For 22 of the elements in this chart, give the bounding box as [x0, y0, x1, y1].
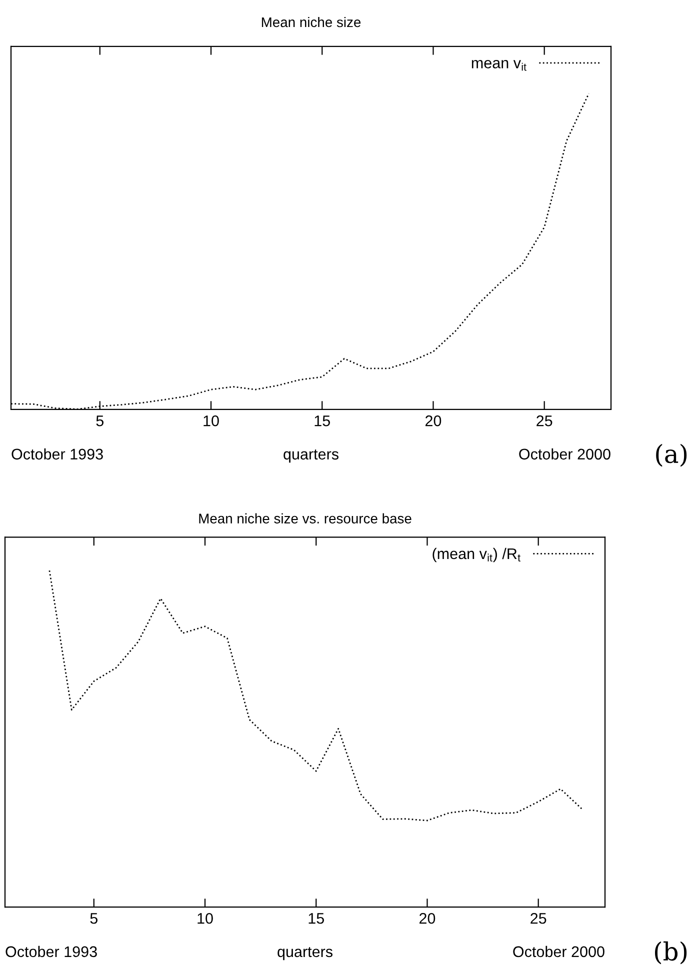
- text: October 2000: [513, 946, 604, 958]
- text: October 2000: [519, 448, 610, 460]
- x-tick-label: 20: [419, 912, 436, 924]
- chart-title: Mean niche size: [262, 16, 361, 28]
- x-tick-label: 20: [425, 415, 442, 426]
- chart-title: Mean niche size vs. resource base: [199, 513, 412, 524]
- text: October 1993: [12, 448, 103, 460]
- x-axis-title: quarters: [284, 450, 338, 463]
- text: (a): [656, 444, 687, 467]
- x-tick-label: 5: [90, 913, 98, 924]
- x-tick-label: 15: [314, 416, 330, 426]
- legend-label: (mean v$_{it}$) /R$_{t}$: [432, 548, 520, 562]
- x-tick-label: 15: [308, 913, 324, 924]
- x-tick-label: 10: [204, 415, 219, 426]
- x-axis-title: quarters: [278, 947, 332, 960]
- legend-label: mean v$_{it}$: [472, 60, 526, 71]
- x-tick-label: 5: [96, 416, 104, 426]
- text: October 1993: [6, 946, 97, 958]
- text: (b): [655, 941, 687, 964]
- x-tick-label: 25: [536, 415, 552, 426]
- x-tick-label: 25: [530, 912, 546, 924]
- x-tick-label: 10: [198, 912, 213, 924]
